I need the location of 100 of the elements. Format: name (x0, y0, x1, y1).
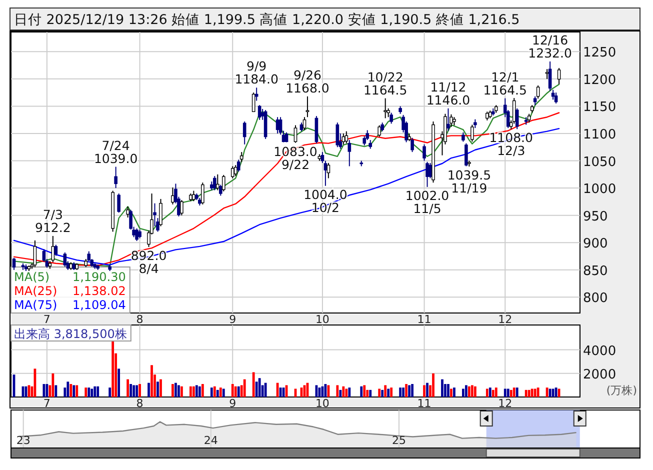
bar (90, 388, 94, 397)
annotation: 7/3 912.2 (35, 206, 71, 235)
annotation: 10/22 1164.5 (363, 69, 408, 98)
candlestick (302, 116, 306, 131)
candlestick (450, 114, 453, 128)
bar (411, 384, 414, 397)
annotation: 9/26 1168.0 (286, 67, 330, 96)
y-tick-label: 900 (583, 236, 608, 252)
bar (96, 386, 100, 397)
candlestick (222, 174, 226, 192)
bar (178, 385, 180, 397)
y-tick-label: 1200 (583, 72, 616, 88)
bar (180, 386, 183, 397)
y-tick-label: 1250 (583, 46, 616, 61)
text: MA(25) 1,138.02 (14, 284, 126, 298)
bar (465, 385, 468, 397)
candlestick (230, 166, 234, 179)
y-tick-label: 1150 (583, 100, 616, 116)
y-axis-title: (万株) (606, 384, 637, 397)
bar (112, 340, 114, 397)
candlestick (557, 68, 561, 85)
bar (189, 386, 192, 397)
bar (399, 388, 402, 397)
bar (360, 386, 363, 397)
bar (408, 385, 410, 397)
bar (494, 388, 498, 397)
candlestick (51, 235, 55, 263)
candlestick (378, 124, 382, 138)
bar (264, 382, 267, 397)
candlestick (114, 166, 118, 189)
bar (108, 388, 112, 397)
bar (432, 373, 434, 397)
x-tick-label: 7 (43, 313, 50, 326)
bar (369, 390, 372, 397)
bar (345, 388, 348, 397)
candlestick (545, 68, 549, 80)
bar (510, 390, 512, 397)
candlestick (126, 206, 130, 218)
bar (530, 388, 534, 397)
y-tick-label: 2000 (583, 367, 616, 382)
bar (468, 386, 470, 397)
bar (423, 385, 426, 397)
candlestick (320, 152, 324, 164)
bar (243, 379, 246, 397)
x-tick-label: 9 (229, 397, 236, 410)
candlestick (462, 132, 465, 142)
x-tick-label: 11 (417, 313, 432, 326)
candlestick (306, 96, 310, 118)
x-tick-label: 8 (136, 313, 144, 326)
bar (534, 388, 536, 397)
candlestick (428, 162, 432, 179)
candlestick (548, 60, 552, 92)
candlestick (234, 164, 238, 177)
x-tick-label: 24 (204, 434, 218, 447)
x-tick-label: 23 (16, 434, 30, 447)
annotation: 11/12 1146.0 (426, 79, 470, 108)
bar (70, 384, 72, 397)
bar (160, 379, 162, 397)
candlestick (464, 142, 468, 167)
candlestick (252, 92, 256, 112)
candlestick (192, 190, 196, 202)
candlestick (159, 198, 162, 227)
bar (54, 385, 58, 397)
annotation: 12/16 1232.0 (528, 32, 572, 60)
y-tick-label: 1100 (583, 127, 616, 142)
candlestick (324, 160, 328, 186)
y-tick-label: 4000 (583, 344, 616, 359)
chart-title: 日付 2025/12/19 13:26 始値 1,199.5 高値 1,220.0 安値 1,190.5 終値 1,216.5 (14, 12, 520, 28)
bar (222, 388, 225, 397)
bar (327, 385, 330, 397)
candlestick (236, 159, 240, 172)
bar (42, 384, 46, 397)
candlestick (201, 182, 204, 205)
bar (524, 390, 528, 397)
bar (138, 384, 141, 397)
candlestick (135, 228, 138, 242)
bar (512, 388, 516, 397)
x-tick-label: 10 (315, 397, 330, 410)
candlestick (342, 132, 346, 145)
candlestick (240, 152, 244, 162)
x-tick-label: 8 (136, 397, 144, 410)
candlestick (218, 184, 222, 196)
bar (150, 365, 153, 397)
bar (136, 385, 138, 397)
bar (470, 385, 474, 397)
bar (46, 384, 48, 397)
annotation: 12/1 1164.5 (483, 69, 528, 98)
candlestick (336, 122, 340, 148)
bar (198, 386, 201, 397)
candlestick (117, 193, 120, 214)
bar (504, 388, 506, 397)
bar (441, 379, 444, 397)
bar (213, 386, 216, 397)
bar (405, 384, 408, 397)
y-tick-label: 1050 (583, 154, 616, 170)
bar (148, 382, 150, 397)
candlestick (390, 112, 393, 124)
bar (402, 388, 405, 397)
bar (216, 390, 219, 397)
x-tick-label: 11 (417, 397, 432, 410)
